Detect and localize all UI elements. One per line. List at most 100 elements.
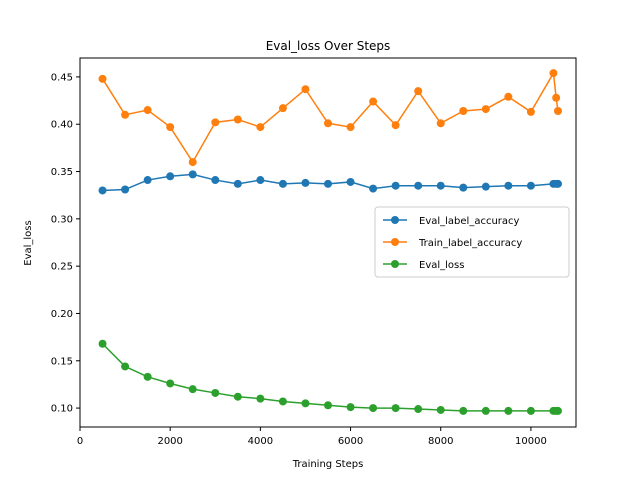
data-point [549,69,558,78]
x-tick-label: 2000 [157,436,182,447]
data-point [233,392,242,401]
x-tick-label: 6000 [338,436,363,447]
legend-label: Eval_loss [419,260,464,271]
y-tick-label: 0.40 [51,120,73,131]
x-axis-label: Training Steps [292,459,364,470]
data-point [211,176,220,185]
data-point [143,106,152,115]
legend-swatch-marker [391,260,399,268]
series-eval-label-accuracy [98,170,562,195]
data-point [278,179,287,188]
legend-item: Eval_loss [383,260,464,271]
data-point [553,106,562,115]
data-point [504,406,513,415]
y-axis-label: Eval_loss [23,220,34,265]
data-point [346,123,355,132]
data-point [414,181,423,190]
data-point [553,406,562,415]
data-point [121,110,130,119]
legend-item: Eval_label_accuracy [383,216,520,227]
data-point [324,179,332,188]
data-point [414,87,423,96]
data-point [436,119,445,128]
data-point [166,379,175,388]
data-point [481,406,490,415]
y-tick-label: 0.15 [51,356,73,367]
data-point [233,115,242,124]
x-axis: 0 2000 4000 6000 8000 10000 [77,427,547,447]
data-point [459,106,468,115]
data-point [369,97,378,106]
y-tick-label: 0.10 [51,404,73,415]
series-line [102,343,558,412]
data-point [188,170,197,179]
plot-frame [79,57,577,428]
data-point [436,405,445,414]
x-tick-label: 8000 [428,436,453,447]
series-train-label-accuracy [98,69,562,167]
data-point [143,176,152,185]
data-point [553,179,562,188]
data-point [211,118,220,127]
data-point [324,401,332,410]
data-point [526,181,535,190]
data-point [98,186,107,195]
data-point [414,405,423,414]
y-axis: 0.10 0.15 0.20 0.25 0.30 0.35 0.40 0.45 [51,72,80,415]
data-point [346,403,355,412]
x-tick-label: 10000 [515,436,547,447]
data-point [504,92,513,101]
data-point [256,176,265,185]
data-point [211,388,220,397]
data-point [391,121,400,130]
series-line [101,70,559,164]
data-point [256,123,265,132]
data-point [459,406,468,415]
data-point [301,85,310,94]
y-tick-label: 0.20 [51,309,73,320]
data-point [369,404,378,413]
legend: Eval_label_accuracy Train_label_accuracy E… [374,206,570,278]
data-point [459,183,468,192]
legend-swatch-marker [391,216,399,224]
data-point [346,177,355,186]
x-tick-label: 0 [77,436,83,447]
data-point [391,181,400,190]
data-point [188,158,197,167]
data-point [98,74,107,83]
legend-label: Eval_label_accuracy [419,216,520,227]
y-tick-label: 0.35 [51,167,73,178]
data-point [278,104,287,113]
y-tick-label: 0.30 [51,214,73,225]
data-point [98,339,107,348]
data-point [278,397,287,406]
data-point [391,404,400,413]
data-point [552,93,561,102]
data-point [143,372,152,381]
data-point [121,362,130,371]
legend-item: Train_label_accuracy [383,238,522,249]
data-point [166,172,175,181]
y-tick-label: 0.45 [51,72,73,83]
series-layer [98,69,562,415]
chart-title: Eval_loss Over Steps [266,39,391,53]
data-point [233,179,242,188]
data-point [166,123,175,132]
data-point [369,184,378,193]
data-point [256,394,265,403]
y-tick-label: 0.25 [51,262,73,273]
legend-swatch-marker [391,238,399,246]
data-point [526,107,535,116]
data-point [481,182,490,191]
data-point [301,399,310,408]
data-point [436,181,445,190]
data-point [188,385,197,394]
x-tick-label: 4000 [248,436,273,447]
series-eval-loss [98,339,562,415]
data-point [481,105,490,114]
data-point [121,185,130,194]
legend-label: Train_label_accuracy [418,238,522,249]
data-point [324,119,332,128]
data-point [504,181,513,190]
